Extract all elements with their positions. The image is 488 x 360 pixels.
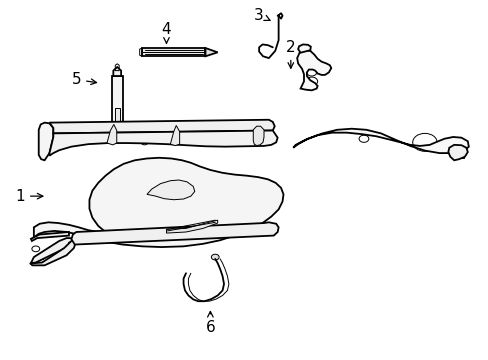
Polygon shape <box>113 67 121 76</box>
Polygon shape <box>166 220 217 233</box>
Polygon shape <box>115 108 120 139</box>
Circle shape <box>360 130 366 135</box>
Circle shape <box>141 140 148 145</box>
Circle shape <box>41 131 49 136</box>
Circle shape <box>305 77 317 86</box>
Text: 3: 3 <box>254 8 269 23</box>
Polygon shape <box>205 48 217 56</box>
Polygon shape <box>447 145 467 160</box>
Polygon shape <box>147 180 194 200</box>
Text: 1: 1 <box>15 189 43 204</box>
Polygon shape <box>170 126 179 145</box>
Circle shape <box>306 69 316 76</box>
Circle shape <box>412 134 436 151</box>
Text: 5: 5 <box>71 72 96 87</box>
Polygon shape <box>39 123 53 160</box>
Polygon shape <box>71 222 278 244</box>
Text: 6: 6 <box>205 311 215 334</box>
Circle shape <box>211 254 219 260</box>
Text: 4: 4 <box>162 22 171 43</box>
Polygon shape <box>31 232 69 241</box>
Polygon shape <box>253 126 264 145</box>
Circle shape <box>310 61 320 68</box>
Circle shape <box>42 139 49 144</box>
Circle shape <box>32 246 40 252</box>
Circle shape <box>358 135 368 142</box>
Polygon shape <box>298 44 310 53</box>
Polygon shape <box>142 48 205 56</box>
Polygon shape <box>112 76 122 139</box>
FancyBboxPatch shape <box>47 124 52 127</box>
Polygon shape <box>144 50 203 54</box>
Polygon shape <box>30 241 76 265</box>
Polygon shape <box>31 238 76 263</box>
Polygon shape <box>49 131 277 156</box>
Circle shape <box>236 191 243 196</box>
Circle shape <box>140 134 149 141</box>
Text: 2: 2 <box>285 40 295 68</box>
Polygon shape <box>297 50 330 90</box>
FancyBboxPatch shape <box>454 148 463 158</box>
Circle shape <box>234 196 244 203</box>
Polygon shape <box>293 129 468 153</box>
FancyBboxPatch shape <box>210 131 237 138</box>
Polygon shape <box>107 125 117 145</box>
Polygon shape <box>49 120 274 134</box>
Ellipse shape <box>141 181 226 223</box>
FancyBboxPatch shape <box>37 255 42 259</box>
Polygon shape <box>34 158 283 247</box>
